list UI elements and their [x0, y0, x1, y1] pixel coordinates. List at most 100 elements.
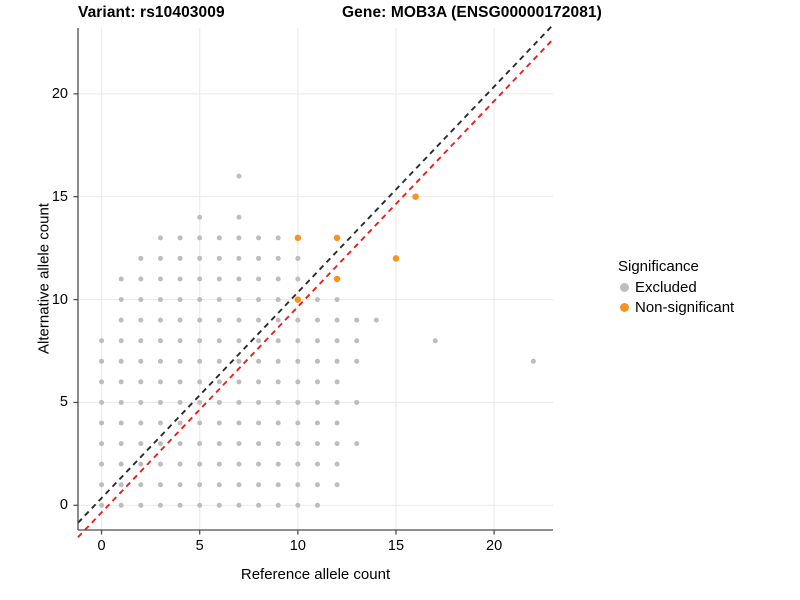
data-point [197, 338, 203, 344]
data-point [275, 317, 281, 323]
data-point [236, 420, 242, 426]
identity-line [77, 24, 554, 524]
data-point [275, 441, 281, 447]
data-point [177, 317, 183, 323]
data-point [177, 461, 183, 467]
data-point [177, 255, 183, 261]
data-point [138, 502, 144, 508]
data-point [275, 420, 281, 426]
data-point [256, 338, 262, 344]
axis-lines [73, 28, 553, 535]
gene-title: Gene: MOB3A (ENSG00000172081) [342, 4, 602, 21]
legend-item[interactable]: Excluded [618, 277, 793, 297]
variant-title: Variant: rs10403009 [78, 4, 225, 21]
x-tick-label: 10 [289, 538, 306, 554]
data-point [157, 255, 163, 261]
data-point [157, 338, 163, 344]
data-point [334, 358, 340, 364]
data-point [256, 461, 262, 467]
y-tick-label: 10 [51, 291, 68, 308]
data-point [314, 482, 320, 488]
data-point [295, 399, 301, 405]
data-point [216, 482, 222, 488]
data-point [236, 338, 242, 344]
data-point [197, 441, 203, 447]
data-point [157, 420, 163, 426]
data-point [236, 214, 242, 220]
data-point [177, 297, 183, 303]
data-point [177, 276, 183, 282]
data-point [333, 234, 341, 242]
data-point [236, 297, 242, 303]
data-point [138, 420, 144, 426]
legend-item-label: Non-significant [635, 298, 735, 316]
data-point [314, 379, 320, 385]
data-point [197, 358, 203, 364]
data-point [236, 235, 242, 241]
data-point [216, 235, 222, 241]
data-point [275, 255, 281, 261]
data-point [354, 338, 360, 344]
data-point [334, 297, 340, 303]
data-point [236, 276, 242, 282]
data-point [157, 502, 163, 508]
data-point [256, 358, 262, 364]
data-point [118, 297, 124, 303]
data-point [157, 461, 163, 467]
data-point [275, 399, 281, 405]
data-point [216, 441, 222, 447]
data-point [334, 379, 340, 385]
data-point [216, 461, 222, 467]
data-point [392, 255, 400, 262]
legend-item[interactable]: Non-significant [618, 297, 793, 317]
data-point [118, 399, 124, 405]
data-point [157, 379, 163, 385]
x-tick-label: 15 [387, 538, 405, 554]
data-point [295, 502, 301, 508]
data-point [314, 420, 320, 426]
data-point [99, 358, 105, 364]
x-tick-label: 0 [97, 538, 106, 554]
legend-title: Significance [618, 258, 699, 275]
data-point [295, 338, 301, 344]
data-point [275, 482, 281, 488]
data-point [295, 276, 301, 282]
data-point [275, 379, 281, 385]
data-point [256, 235, 262, 241]
data-point [334, 399, 340, 405]
data-point [99, 399, 105, 405]
data-point [314, 338, 320, 344]
data-point [295, 482, 301, 488]
data-point [177, 338, 183, 344]
x-axis-title: Reference allele count [240, 566, 391, 583]
data-point [177, 482, 183, 488]
data-point [216, 338, 222, 344]
data-point [334, 317, 340, 323]
data-point [216, 317, 222, 323]
data-point [99, 420, 105, 426]
data-point [197, 379, 203, 385]
y-tick-label: 20 [51, 85, 68, 102]
data-point [138, 317, 144, 323]
data-point [314, 297, 320, 303]
data-point [118, 502, 124, 508]
data-point [216, 276, 222, 282]
data-point [197, 276, 203, 282]
data-point [334, 482, 340, 488]
series-excluded [99, 173, 536, 508]
data-point [216, 297, 222, 303]
data-point [295, 420, 301, 426]
data-point [197, 461, 203, 467]
data-point [99, 441, 105, 447]
scatter-plot-svg [73, 24, 554, 538]
data-point [314, 399, 320, 405]
data-point [256, 379, 262, 385]
data-point [157, 297, 163, 303]
data-point [138, 379, 144, 385]
data-point [333, 275, 341, 283]
y-tick-label: 5 [59, 394, 68, 411]
data-point [216, 420, 222, 426]
data-point [354, 441, 360, 447]
x-tick-label: 20 [486, 538, 503, 554]
data-point [157, 441, 163, 447]
